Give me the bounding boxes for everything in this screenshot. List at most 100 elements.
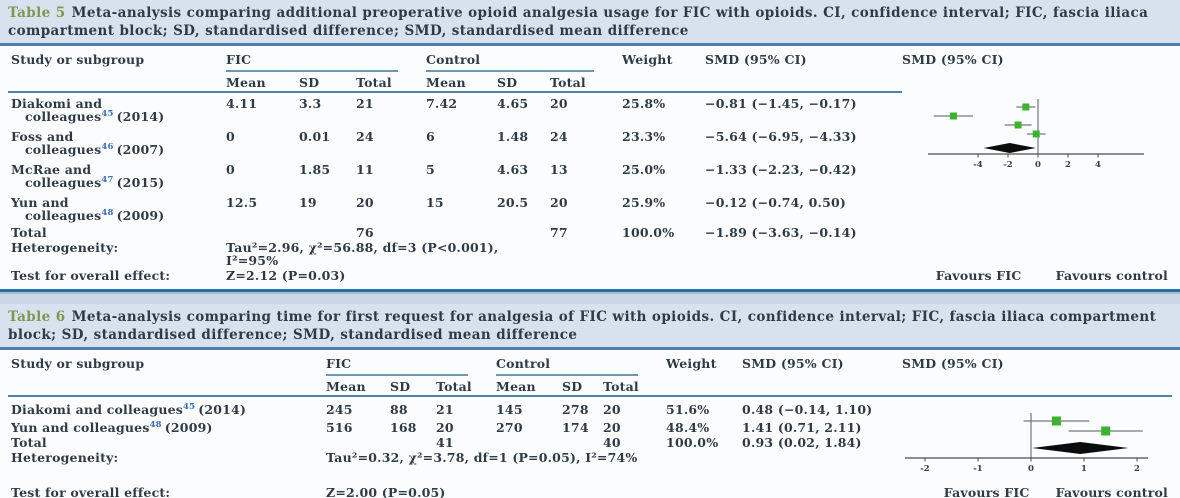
svg-text:1: 1 (1081, 464, 1087, 474)
study-cell: Yun and colleagues48 (2009) (8, 420, 326, 435)
control-total-sum: 77 (550, 225, 568, 241)
reference-number: 48 (149, 420, 162, 431)
study-name-line2: colleagues (25, 109, 102, 125)
heterogeneity-label: Heterogeneity: (11, 240, 119, 256)
control-sd-cell: 4.63 (497, 162, 529, 178)
study-name-line2: colleagues (25, 142, 102, 158)
col-header-control-total: Total (550, 72, 623, 94)
study-name-line1: Yun and (11, 195, 69, 211)
overall-effect-row: Test for overall effect: Z=2.00 (P=0.05)… (8, 485, 1172, 498)
forest-plot-table6: -2 -1 0 1 2 (905, 413, 1148, 474)
forest-plot-table5: -4 -2 0 2 4 (928, 99, 1144, 170)
table6-box: Study or subgroup FIC Control Weight SMD… (0, 347, 1180, 498)
col-header-fic-mean: Mean (326, 376, 390, 398)
col-header-control-sd: SD (497, 72, 551, 94)
header-row-groups: Study or subgroup FIC Control Weight SMD… (8, 49, 1172, 94)
col-header-smd-plot: SMD (95% CI) (902, 353, 1172, 398)
study-name-line1: Foss and (11, 129, 74, 145)
smd-cell: −0.12 (−0.74, 0.50) (705, 195, 847, 211)
reference-number: 46 (101, 141, 114, 152)
fic-sd-cell: 19 (299, 195, 317, 211)
weight-cell: 25.8% (622, 96, 666, 112)
control-mean-cell: 5 (426, 162, 435, 178)
header-row-sub: Mean SD Total Mean SD Total (8, 72, 1172, 94)
heterogeneity-row: Heterogeneity: Tau²=2.96, χ²=56.88, df=3… (8, 240, 1172, 268)
table5-caption: Table 5 Meta-analysis comparing additiona… (0, 0, 1180, 44)
study-year: (2014) (198, 402, 247, 418)
study-year: (2014) (116, 109, 165, 125)
fic-mean-cell: 12.5 (226, 195, 258, 211)
table5-caption-label: Table 5 (8, 5, 66, 21)
col-header-weight: Weight (666, 353, 743, 398)
svg-text:4: 4 (1095, 160, 1101, 170)
col-group-control: Control (496, 353, 666, 377)
study-cell: Foss and colleagues46 (2007) (8, 126, 226, 159)
col-header-fic-sd: SD (390, 376, 436, 398)
fic-sd-cell: 0.01 (299, 129, 331, 145)
weight-cell: 51.6% (666, 402, 710, 418)
weight-cell: 25.9% (622, 195, 666, 211)
svg-text:-4: -4 (973, 160, 983, 170)
fic-sd-cell: 168 (390, 420, 417, 436)
weight-cell: 23.3% (622, 129, 666, 145)
svg-text:-2: -2 (1003, 160, 1013, 170)
table6-caption-text: Meta-analysis comparing time for first r… (8, 309, 1157, 343)
favours-labels: Favours FIC Favours control (705, 269, 1168, 282)
control-sd-cell: 174 (562, 420, 589, 436)
control-sd-cell: 1.48 (497, 129, 529, 145)
heterogeneity-value: Tau²=0.32, χ²=3.78, df=1 (P=0.05), I²=74… (326, 450, 638, 466)
reference-number: 47 (101, 174, 114, 185)
heterogeneity-value: Tau²=2.96, χ²=56.88, df=3 (P<0.001), I²=… (226, 240, 499, 269)
total-row: Total 76 77 100.0% −1.89 (−3.63, −0.14) (8, 225, 1172, 240)
study-name: Yun and colleagues (11, 420, 150, 436)
smd-cell: −5.64 (−6.95, −4.33) (705, 129, 857, 145)
col-header-control-sd: SD (562, 376, 604, 398)
weight-total: 100.0% (622, 225, 675, 241)
study-name-line1: McRae and (11, 162, 92, 178)
fic-mean-cell: 0 (226, 129, 235, 145)
reference-number: 45 (101, 108, 114, 119)
col-header-weight: Weight (622, 49, 706, 94)
control-sd-cell: 278 (562, 402, 589, 418)
control-total-cell: 20 (603, 402, 621, 418)
table6-panel: Table 6 Meta-analysis comparing time for … (0, 304, 1180, 498)
weight-total: 100.0% (666, 435, 719, 451)
header-row-groups: Study or subgroup FIC Control Weight SMD… (8, 353, 1172, 398)
favours-fic-label: Favours FIC (943, 485, 1030, 498)
total-label: Total (11, 225, 47, 241)
svg-text:2: 2 (1134, 464, 1140, 474)
svg-text:-1: -1 (973, 464, 983, 474)
table-row-diakomi: Diakomi and colleagues45 (2014) 245 88 21… (8, 396, 1172, 420)
table6-caption-label: Table 6 (8, 309, 66, 326)
col-header-smd-plot: SMD (95% CI) (902, 52, 1004, 68)
study-name-line1: Diakomi and (11, 96, 103, 112)
smd-total: 0.93 (0.02, 1.84) (742, 435, 862, 451)
table-row-yun: Yun and colleagues48 (2009) 516 168 20 27… (8, 420, 1172, 435)
fic-mean-cell: 516 (326, 420, 353, 436)
control-sd-cell: 4.65 (497, 96, 529, 112)
smd-cell: −0.81 (−1.45, −0.17) (705, 96, 857, 112)
heterogeneity-row: Heterogeneity: Tau²=0.32, χ²=3.78, df=1 … (8, 450, 1172, 465)
svg-text:-2: -2 (920, 464, 930, 474)
study-year: (2015) (116, 175, 165, 191)
control-total-sum: 40 (603, 435, 621, 451)
table6-caption: Table 6 Meta-analysis comparing time for … (0, 304, 1180, 348)
control-total-cell: 24 (550, 129, 568, 145)
overall-effect-label: Test for overall effect: (11, 268, 171, 284)
col-header-control-mean: Mean (496, 376, 563, 398)
panel-gap (0, 292, 1180, 300)
control-total-cell: 20 (550, 96, 568, 112)
control-mean-cell: 6 (426, 129, 435, 145)
table6: Study or subgroup FIC Control Weight SMD… (8, 353, 1172, 498)
fic-total-cell: 20 (436, 420, 454, 436)
col-header-study: Study or subgroup (8, 353, 326, 398)
col-header-smd: SMD (95% CI) (742, 353, 903, 398)
control-sd-cell: 20.5 (497, 195, 529, 211)
control-total-cell: 20 (603, 420, 621, 436)
reference-number: 45 (183, 402, 196, 413)
overall-effect-row: Test for overall effect: Z=2.12 (P=0.03)… (8, 268, 1172, 283)
col-group-control: Control (426, 49, 622, 73)
overall-effect-value: Z=2.00 (P=0.05) (326, 485, 446, 498)
header-row-sub: Mean SD Total Mean SD Total (8, 376, 1172, 398)
